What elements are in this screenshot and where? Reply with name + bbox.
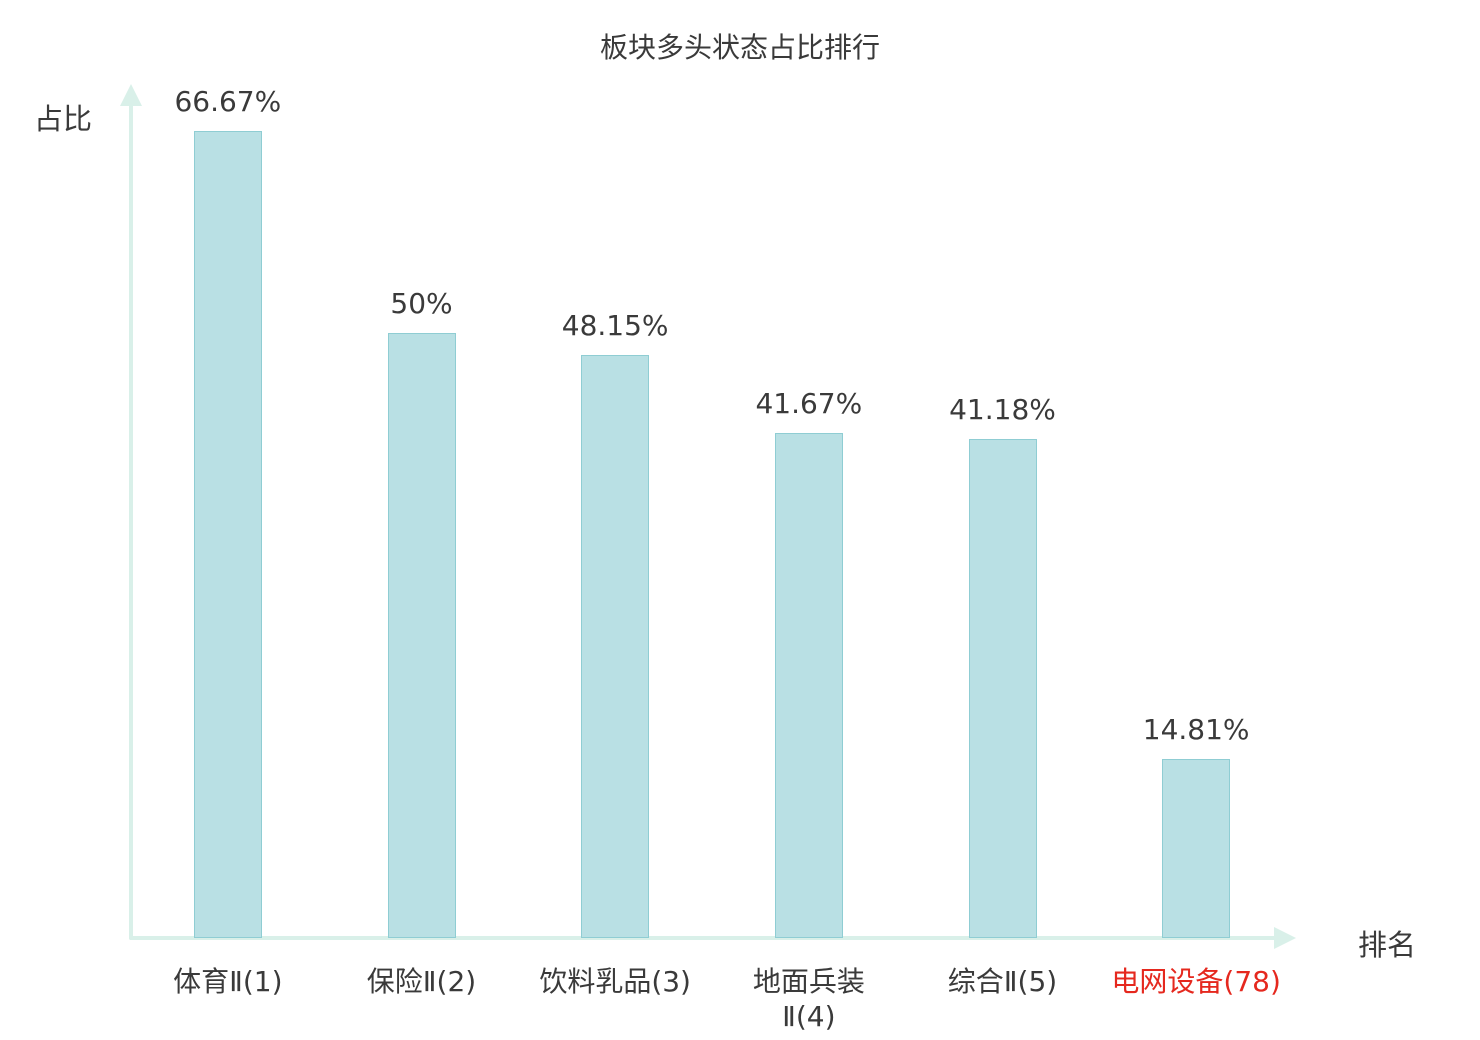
y-axis-arrow-icon <box>120 84 142 106</box>
bar <box>581 355 650 938</box>
bar-category-label: 电网设备(78) <box>1111 965 1281 998</box>
bar-value-label: 41.18% <box>949 393 1056 426</box>
bar-value-label: 48.15% <box>561 309 669 342</box>
bar <box>968 439 1037 938</box>
bar-category-label: 地面兵装 Ⅱ(4) <box>752 965 865 1033</box>
bar <box>193 131 262 938</box>
bar-category-label: 饮料乳品(3) <box>539 965 691 998</box>
bar-category-label: 综合Ⅱ(5) <box>947 965 1058 998</box>
bar-value-label: 50% <box>390 287 453 320</box>
bar <box>774 433 843 938</box>
chart-title: 板块多头状态占比排行 <box>599 31 880 64</box>
x-axis-label: 排名 <box>1358 928 1417 962</box>
x-axis-arrow-icon <box>1274 927 1296 949</box>
bar-category-label: 体育Ⅱ(1) <box>173 965 283 998</box>
bar <box>387 333 456 938</box>
bar <box>1162 759 1231 938</box>
y-axis-label: 占比 <box>34 102 93 136</box>
bar-value-label: 14.81% <box>1142 713 1250 746</box>
bar-value-label: 66.67% <box>174 85 282 118</box>
bar-value-label: 41.67% <box>755 387 863 420</box>
bar-category-label: 保险Ⅱ(2) <box>366 965 477 998</box>
